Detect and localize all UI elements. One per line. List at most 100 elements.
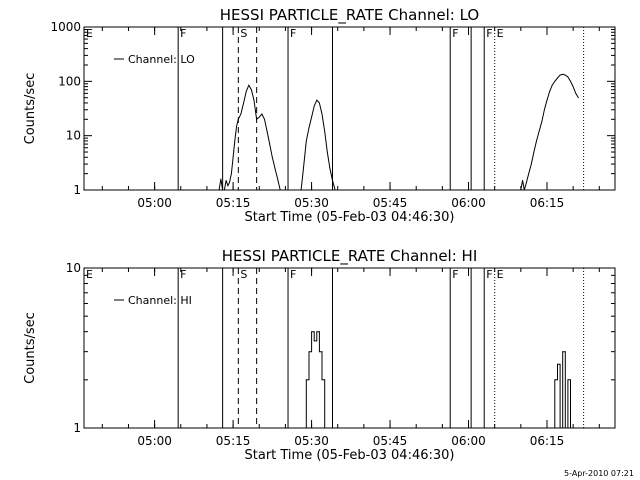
marker-label: F <box>180 27 186 40</box>
data-point <box>311 116 312 118</box>
marker-label: E <box>497 27 504 40</box>
chart-title: HESSI PARTICLE_RATE Channel: LO <box>220 6 479 25</box>
data-point <box>319 331 320 333</box>
x-tick-label: 05:45 <box>373 196 408 210</box>
data-point <box>324 379 326 381</box>
data-point <box>564 427 566 429</box>
x-tick-label: 06:00 <box>451 434 486 448</box>
marker-label: E <box>497 268 504 281</box>
data-point <box>559 74 561 76</box>
data-point <box>227 185 229 187</box>
data-point <box>567 379 569 381</box>
data-point <box>564 74 566 76</box>
data-point <box>554 379 556 381</box>
data-point <box>316 99 318 101</box>
data-point <box>264 118 265 120</box>
data-point <box>220 178 222 180</box>
plot-frame <box>83 26 616 191</box>
data-point <box>324 427 326 429</box>
data-point <box>562 73 564 75</box>
data-point <box>522 180 523 181</box>
data-point <box>256 118 258 120</box>
footer-timestamp: 5-Apr-2010 07:21 <box>564 469 634 478</box>
x-axis-label: Start Time (05-Feb-03 04:46:30) <box>245 448 455 463</box>
data-point <box>305 140 307 142</box>
data-point <box>232 156 234 158</box>
data-point <box>266 130 268 132</box>
data-point <box>562 427 564 429</box>
data-point <box>316 331 318 333</box>
data-point <box>334 189 336 191</box>
data-point <box>274 167 276 169</box>
data-point <box>570 379 571 381</box>
data-point <box>554 80 556 82</box>
y-tick-label: 1 <box>73 421 81 435</box>
data-point <box>554 427 556 429</box>
data-point <box>234 140 236 142</box>
data-point <box>530 163 532 165</box>
data-point <box>575 92 577 94</box>
data-point <box>541 121 543 123</box>
data-point <box>236 125 237 127</box>
data-point <box>311 331 312 333</box>
data-point <box>316 340 318 342</box>
data-point <box>321 379 323 381</box>
panel-lo: HESSI PARTICLE_RATE Channel: LO 05:00 05:1… <box>23 6 616 225</box>
marker-label: F <box>486 27 492 40</box>
series-line <box>218 84 281 191</box>
data-point <box>230 173 232 175</box>
data-point <box>551 84 553 86</box>
data-point <box>533 151 535 153</box>
data-point <box>324 130 326 132</box>
y-axis-label: Counts/sec <box>23 73 38 145</box>
legend-label: Channel: LO <box>128 53 195 66</box>
data-point <box>321 113 323 115</box>
data-point <box>319 102 320 104</box>
data-point <box>546 99 548 101</box>
data-point <box>564 351 566 353</box>
data-point <box>269 143 271 145</box>
data-point <box>570 427 571 429</box>
data-point <box>305 427 307 429</box>
data-point <box>243 102 244 104</box>
data-point <box>311 351 312 353</box>
marker-label: F <box>290 27 296 40</box>
x-tick-label: 05:00 <box>137 196 172 210</box>
data-point <box>520 189 522 191</box>
x-tick-label: 05:15 <box>216 434 251 448</box>
data-point <box>313 331 315 333</box>
data-point <box>536 140 537 142</box>
data-point <box>240 113 242 115</box>
data-point <box>245 91 247 92</box>
data-point <box>308 127 310 129</box>
data-point <box>321 351 323 353</box>
data-point <box>528 173 530 175</box>
data-point <box>248 84 250 86</box>
data-point <box>313 340 315 342</box>
data-point <box>557 379 558 381</box>
series-line <box>300 99 336 191</box>
marker-label: F <box>290 268 296 281</box>
series-line <box>518 73 579 191</box>
data-point <box>562 351 564 353</box>
data-point <box>538 130 540 132</box>
data-point <box>308 351 310 353</box>
data-point <box>313 105 315 107</box>
data-point <box>329 167 331 169</box>
data-point <box>577 97 579 99</box>
panel-hi: HESSI PARTICLE_RATE Channel: HI 05:00 05:1… <box>23 247 616 463</box>
data-point <box>567 76 569 78</box>
data-point <box>218 189 220 191</box>
data-point <box>523 189 525 191</box>
data-point <box>517 189 519 191</box>
x-tick-label: 05:00 <box>137 434 172 448</box>
data-point <box>308 379 310 381</box>
data-point <box>304 156 305 158</box>
plot-frame <box>83 267 616 429</box>
data-point <box>567 427 569 429</box>
data-point <box>570 80 571 82</box>
data-point <box>557 363 558 365</box>
data-point <box>302 173 304 175</box>
chart-title: HESSI PARTICLE_RATE Channel: HI <box>222 247 478 266</box>
